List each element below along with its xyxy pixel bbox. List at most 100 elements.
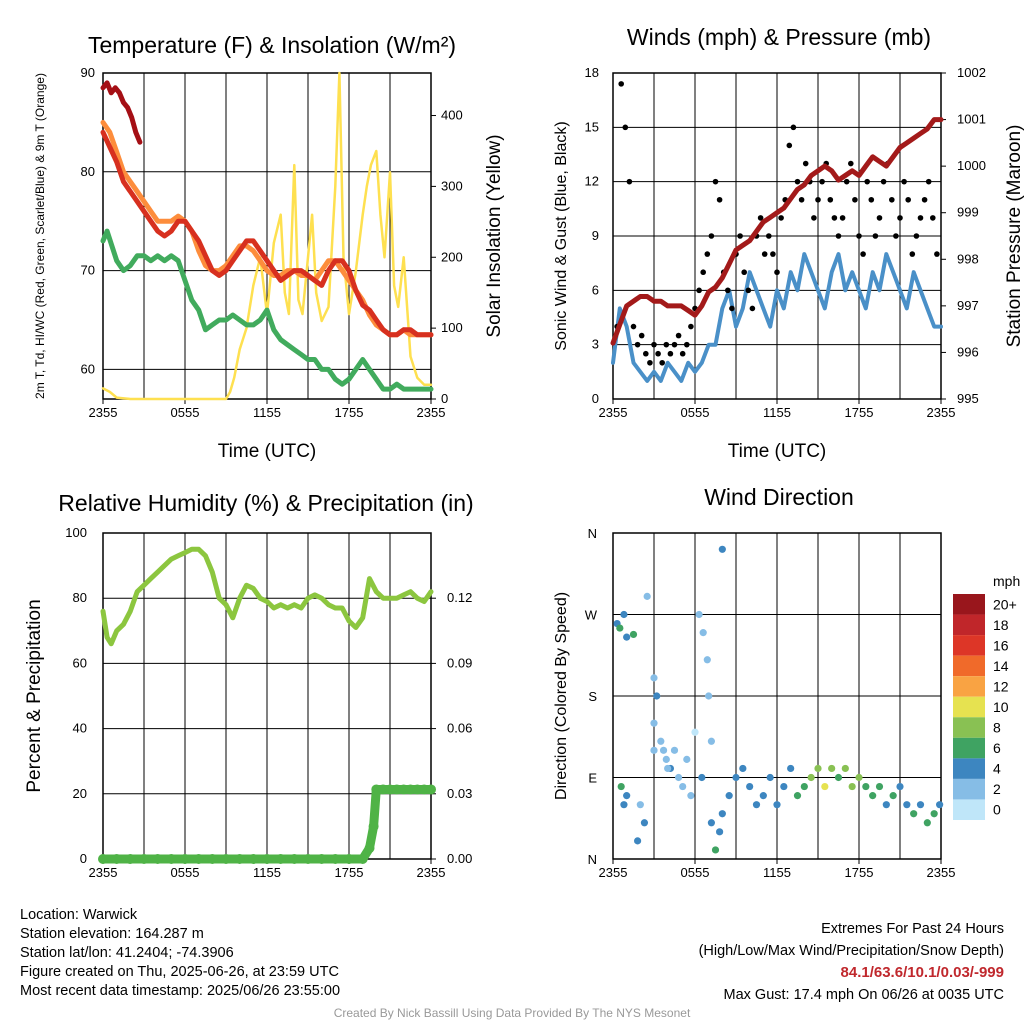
gust-point [913,233,920,239]
colorbar-cell [953,758,985,779]
gust-point [925,178,932,185]
gust-point [741,269,747,276]
direction-point [862,782,870,791]
chart-title: Winds (mph) & Pressure (mb) [627,24,931,50]
precip-point [344,854,354,864]
direction-point [814,764,822,773]
gust-point [811,215,817,221]
gust-point [684,341,690,348]
direction-point [707,819,716,827]
y-axis-label: 2m T, Td, HI/WC (Red, Green, Scarlet/Blu… [33,73,47,399]
y-tick-label: 80 [81,164,95,179]
precip-point [357,854,368,864]
precip-point [405,784,416,795]
direction-point [896,782,904,791]
y-tick-label: E [588,771,597,786]
direction-point [659,746,668,754]
gust-point [749,305,756,312]
gust-point [688,323,694,330]
extremes-info: Extremes For Past 24 Hours (High/Low/Max… [699,918,1004,1006]
gust-point [675,332,682,339]
gust-point [827,196,834,203]
colorbar-label: 2 [993,781,1001,797]
series-line-hi-wc [100,80,143,145]
gust-point [786,142,793,149]
y-tick-label: N [588,852,597,867]
direction-point [683,755,691,763]
gust-point [618,81,624,87]
direction-point [643,592,651,600]
gust-point [696,287,702,294]
direction-point [703,656,711,664]
precip-point [98,854,108,864]
chart-title: Temperature (F) & Insolation (W/m²) [88,32,456,58]
colorbar-label: 16 [993,637,1009,653]
colorbar-unit-label: mph [993,573,1020,589]
direction-point [773,801,781,809]
x-tick-label: 2355 [599,405,628,420]
y-tick-label: 60 [73,655,87,670]
series-line-relative-humidity [100,546,434,647]
direction-point [936,801,944,809]
y-tick-label: 18 [585,65,599,80]
gust-point [626,178,633,185]
y2-tick-label: 0 [441,391,448,406]
y2-axis-label: Solar Insolation (Yellow) [484,134,505,337]
gust-point [880,178,887,185]
precip-point [193,854,204,864]
y2-tick-label: 100 [441,320,463,335]
y-tick-label: 12 [585,174,599,189]
direction-point [848,782,856,791]
colorbar-label: 4 [993,761,1001,777]
y2-tick-label: 0.03 [447,786,472,801]
x-tick-label: 2355 [417,865,446,880]
gust-point [897,215,903,221]
y-tick-label: 6 [592,282,599,297]
colorbar-cell [953,655,985,677]
precip-point [316,854,327,864]
y-tick-label: 60 [81,361,95,376]
gust-point [860,251,866,257]
direction-point [664,764,672,773]
precip-point [111,854,122,864]
direction-point [695,610,703,619]
x-tick-label: 2355 [927,865,956,880]
colorbar-cell [953,676,985,697]
direction-point [640,819,649,827]
gust-point [930,215,936,221]
direction-point [657,737,665,745]
direction-point [650,719,658,727]
direction-point [675,773,683,782]
direction-point [698,773,706,782]
direction-point [650,674,658,682]
direction-point [653,692,661,700]
y-axis-label: Sonic Wind & Gust (Blue, Black) [553,121,570,350]
colorbar-cell [953,635,985,656]
y-tick-label: S [588,689,597,704]
direction-point [732,773,740,782]
gust-point [831,215,838,221]
y2-tick-label: 999 [957,205,979,220]
gust-point [757,215,764,221]
y-tick-label: 3 [592,337,599,352]
gust-point [819,178,825,185]
precip-point [385,784,395,795]
y2-tick-label: 997 [957,298,979,313]
gust-point [647,359,653,366]
extremes-title: Extremes For Past 24 Hours [821,921,1004,937]
y2-tick-label: 0.00 [447,851,472,866]
direction-point [670,746,679,754]
x-tick-label: 1755 [335,865,364,880]
gust-point [774,269,780,276]
direction-point [903,801,911,809]
x-tick-label: 1155 [253,865,281,880]
recent-text: Most recent data timestamp: 2025/06/26 2… [20,983,341,999]
colorbar-label: 12 [993,678,1009,694]
chart-title: Relative Humidity (%) & Precipitation (i… [58,490,473,516]
x-tick-label: 2355 [927,405,956,420]
x-tick-label: 0555 [171,405,200,420]
gust-point [729,305,735,312]
colorbar-cell [953,594,985,615]
gust-point [671,341,678,348]
